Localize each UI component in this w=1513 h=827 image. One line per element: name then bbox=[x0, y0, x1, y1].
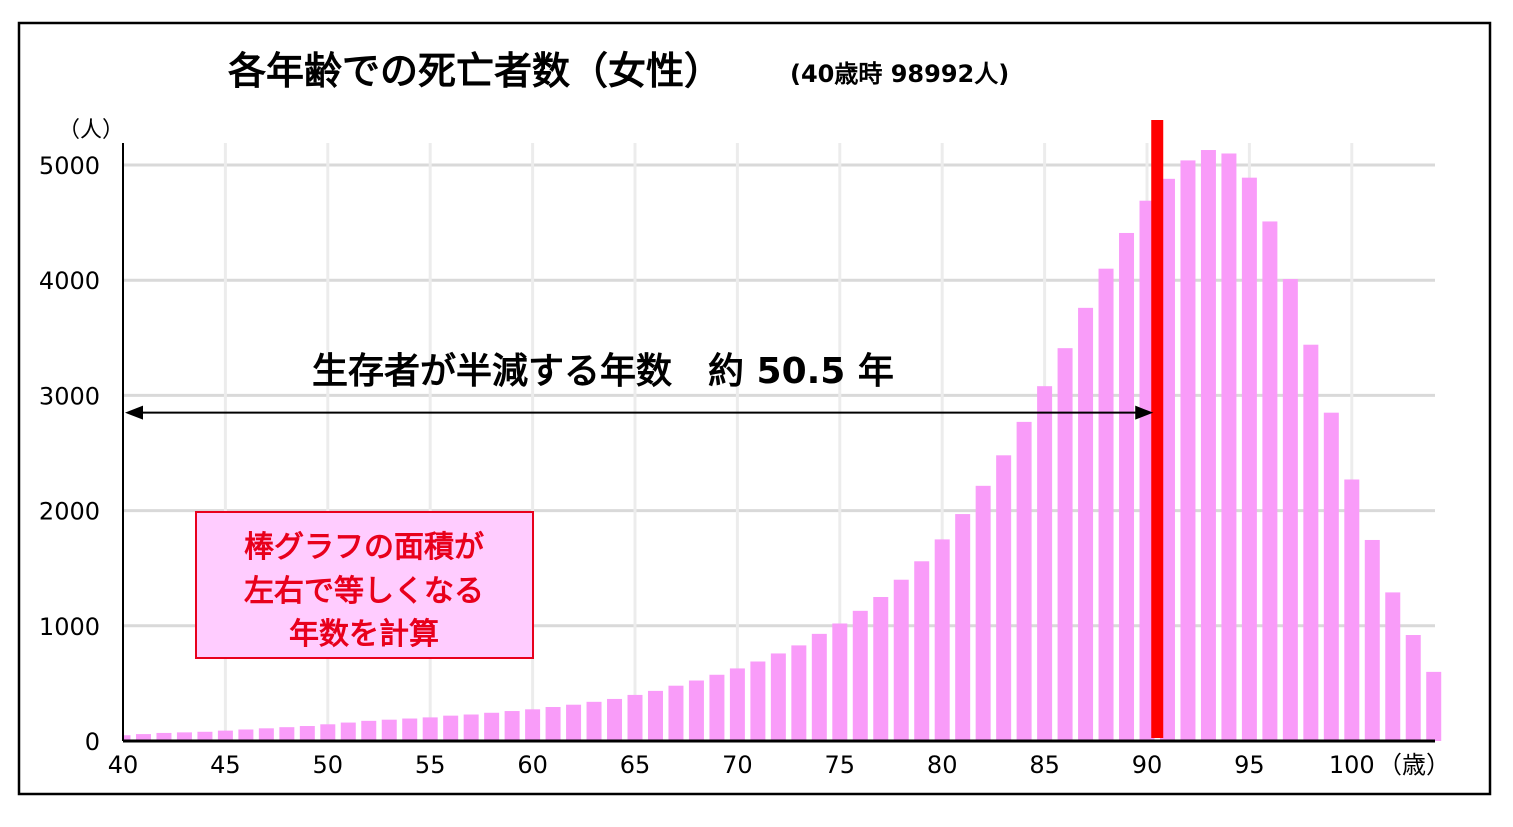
note-box bbox=[195, 511, 534, 659]
bar-age-53 bbox=[381, 719, 397, 741]
bar-age-101 bbox=[1364, 539, 1380, 741]
bar-age-70 bbox=[729, 668, 745, 741]
arrow-label: 生存者が半減する年数 約 50.5 年 bbox=[312, 351, 894, 392]
bar-age-100 bbox=[1344, 479, 1360, 741]
bar-age-44 bbox=[197, 731, 213, 741]
bar-age-88 bbox=[1098, 268, 1114, 741]
x-tick-label: 80 bbox=[927, 751, 958, 779]
bar-age-72 bbox=[770, 653, 786, 741]
bar-age-103 bbox=[1405, 635, 1421, 741]
bar-age-96 bbox=[1262, 221, 1278, 741]
bar-age-91 bbox=[1159, 178, 1175, 742]
bar-age-58 bbox=[484, 712, 500, 741]
bar-age-66 bbox=[647, 690, 663, 741]
bar-age-64 bbox=[607, 698, 623, 741]
bar-age-67 bbox=[668, 685, 684, 741]
note-line-2: 左右で等しくなる bbox=[244, 574, 484, 609]
bar-age-57 bbox=[463, 714, 479, 741]
bar-age-86 bbox=[1057, 348, 1073, 741]
bar-age-51 bbox=[340, 722, 356, 741]
bar-age-95 bbox=[1241, 177, 1257, 741]
bar-age-76 bbox=[852, 610, 868, 741]
bar-age-55 bbox=[422, 717, 438, 741]
bar-age-99 bbox=[1323, 412, 1339, 741]
bar-age-78 bbox=[893, 579, 909, 741]
bar-age-41 bbox=[135, 734, 151, 741]
x-tick-label: 65 bbox=[620, 751, 651, 779]
bar-age-46 bbox=[238, 729, 254, 741]
bar-age-69 bbox=[709, 674, 725, 741]
bar-age-40 bbox=[123, 735, 131, 741]
bar-age-52 bbox=[361, 720, 377, 741]
bar-age-47 bbox=[258, 728, 274, 741]
bar-age-81 bbox=[955, 514, 971, 741]
x-tick-label: 75 bbox=[825, 751, 856, 779]
bar-age-54 bbox=[402, 718, 418, 741]
bar-age-98 bbox=[1303, 344, 1319, 741]
bar-age-60 bbox=[525, 709, 541, 741]
bar-age-83 bbox=[996, 455, 1012, 741]
bar-age-85 bbox=[1037, 386, 1053, 741]
bar-age-65 bbox=[627, 694, 643, 741]
bar-age-84 bbox=[1016, 421, 1032, 741]
bar-age-82 bbox=[975, 485, 991, 741]
bar-age-62 bbox=[566, 704, 582, 741]
x-tick-label: 60 bbox=[517, 751, 548, 779]
arrow-head-left bbox=[125, 405, 143, 420]
x-tick-label: 95 bbox=[1234, 751, 1265, 779]
bar-age-71 bbox=[750, 661, 766, 741]
bar-age-68 bbox=[688, 680, 704, 741]
bar-age-93 bbox=[1200, 150, 1216, 742]
bar-age-90 bbox=[1139, 200, 1155, 741]
y-tick-label: 2000 bbox=[39, 498, 100, 526]
bar-age-49 bbox=[299, 726, 315, 741]
x-tick-label: 70 bbox=[722, 751, 753, 779]
x-tick-label: 55 bbox=[415, 751, 446, 779]
bar-age-79 bbox=[914, 561, 930, 741]
chart-subtitle: (40歳時 98992人) bbox=[790, 60, 1009, 88]
bar-age-73 bbox=[791, 645, 807, 741]
chart-title: 各年齢での死亡者数（女性） bbox=[228, 49, 722, 93]
bar-age-92 bbox=[1180, 160, 1196, 742]
x-tick-label: 100 bbox=[1329, 751, 1375, 779]
y-tick-label: 5000 bbox=[39, 152, 100, 180]
bar-age-59 bbox=[504, 711, 520, 741]
median-marker-line bbox=[1151, 120, 1164, 738]
bar-age-50 bbox=[320, 724, 336, 741]
x-tick-label: 85 bbox=[1029, 751, 1060, 779]
x-axis-label: （歳） bbox=[1378, 751, 1450, 779]
note-line-3: 年数を計算 bbox=[289, 617, 439, 652]
y-tick-label: 1000 bbox=[39, 613, 100, 641]
y-axis-label: （人） bbox=[58, 118, 124, 143]
x-tick-label: 50 bbox=[313, 751, 344, 779]
x-tick-label: 90 bbox=[1132, 751, 1163, 779]
bar-age-74 bbox=[811, 633, 827, 741]
bar-age-77 bbox=[873, 597, 889, 741]
bar-age-56 bbox=[443, 715, 459, 741]
bar-age-89 bbox=[1119, 232, 1135, 741]
y-tick-label: 4000 bbox=[39, 267, 100, 295]
y-tick-label: 0 bbox=[85, 728, 100, 756]
x-tick-label: 45 bbox=[210, 751, 241, 779]
bar-age-80 bbox=[934, 539, 950, 741]
bar-age-104 bbox=[1426, 671, 1442, 741]
arrow-head-right bbox=[1135, 405, 1154, 420]
bar-age-75 bbox=[832, 623, 848, 741]
bar-age-45 bbox=[217, 730, 233, 741]
bar-age-102 bbox=[1385, 592, 1401, 741]
y-tick-label: 3000 bbox=[39, 382, 100, 410]
x-tick-label: 40 bbox=[108, 751, 139, 779]
bar-age-63 bbox=[586, 701, 602, 741]
note-line-1: 棒グラフの面積が bbox=[244, 530, 484, 565]
bar-age-94 bbox=[1221, 153, 1237, 742]
bar-age-48 bbox=[279, 727, 295, 741]
bar-age-43 bbox=[176, 732, 192, 741]
bar-age-97 bbox=[1282, 279, 1298, 741]
bar-age-61 bbox=[545, 707, 561, 741]
bar-age-87 bbox=[1078, 307, 1094, 741]
bar-age-42 bbox=[156, 732, 172, 741]
